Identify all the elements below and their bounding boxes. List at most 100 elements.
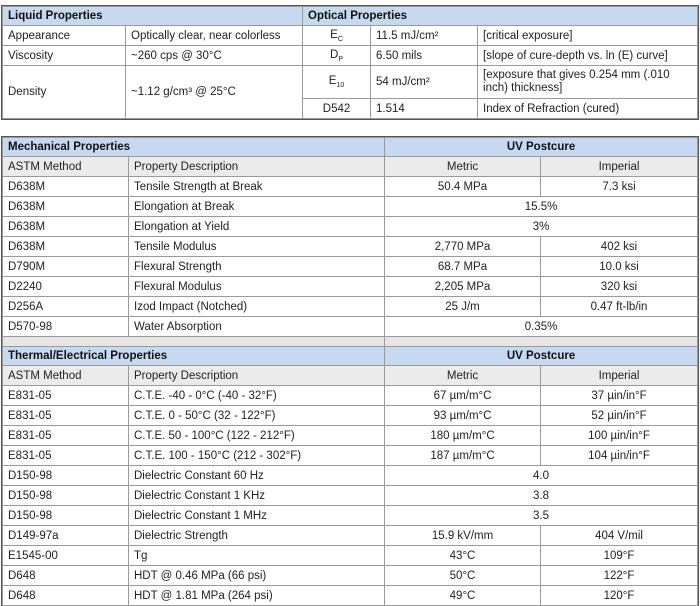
mechanical-postcure-header: UV Postcure [384,137,699,157]
metric-value: 67 µm/m°C [384,385,542,406]
metric-value: 15.9 kV/mm [384,525,542,546]
column-header: ASTM Method [2,365,129,386]
metric-value: 50.4 MPa [384,176,542,197]
table-row: Viscosity ~260 cps @ 30°C DP 6.50 mils [… [2,45,699,66]
astm-method: E831-05 [2,425,129,446]
table-row: D638M Elongation at Break 15.5% [2,196,699,217]
property-description: Dielectric Strength [127,525,386,546]
optical-value: 1.514 [370,98,479,119]
property-description: C.T.E. 50 - 100°C (122 - 212°F) [127,425,386,446]
liquid-value: ~260 cps @ 30°C [124,45,304,66]
astm-method: E1545-00 [2,545,129,566]
table-row: D638M Elongation at Yield 3% [2,216,699,237]
optical-value: 11.5 mJ/cm² [370,25,479,46]
property-description: Water Absorption [127,316,386,337]
property-description: C.T.E. -40 - 0°C (-40 - 32°F) [127,385,386,406]
table-row: D150-98 Dielectric Constant 60 Hz 4.0 [2,465,699,486]
liquid-label: Viscosity [2,45,126,66]
imperial-value: 100 µin/in°F [540,425,699,446]
optical-desc: [critical exposure] [477,25,699,46]
property-description: Tg [127,545,386,566]
astm-method: D2240 [2,276,129,297]
imperial-value: 120°F [540,585,699,606]
metric-value: 50°C [384,565,542,586]
astm-method: D150-98 [2,485,129,506]
combined-value: 4.0 [384,465,699,486]
table-row: D2240 Flexural Modulus 2,205 MPa 320 ksi [2,276,699,297]
mechanical-thermal-table: Mechanical Properties UV Postcure ASTM Met… [0,136,700,606]
property-description: Dielectric Constant 1 MHz [127,505,386,526]
metric-value: 2,770 MPa [384,236,542,257]
metric-value: 187 µm/m°C [384,445,542,466]
column-header: Property Description [127,365,386,386]
liquid-properties-title: Liquid Properties [1,6,304,26]
astm-method: D790M [2,256,129,277]
astm-method: E831-05 [2,385,129,406]
liquid-value: ~1.12 g/cm³ @ 25°C [124,65,304,119]
property-description: C.T.E. 0 - 50°C (32 - 122°F) [127,405,386,426]
imperial-value: 10.0 ksi [540,256,699,277]
optical-symbol: D542 [302,98,372,119]
optical-desc: [slope of cure-depth vs. ln (E) curve] [477,45,699,66]
astm-method: D150-98 [2,505,129,526]
thermal-postcure-header: UV Postcure [384,346,699,366]
property-description: HDT @ 0.46 MPa (66 psi) [127,565,386,586]
metric-value: 25 J/m [384,296,542,317]
mechanical-title: Mechanical Properties [1,137,386,157]
combined-value: 3.5 [384,505,699,526]
table-row: D256A Izod Impact (Notched) 25 J/m 0.47 ft-… [2,296,699,317]
optical-symbol: E10 [302,65,372,99]
table-row: E1545-00 Tg 43°C 109°F [2,545,699,566]
metric-value: 2,205 MPa [384,276,542,297]
table-row: D149-97a Dielectric Strength 15.9 kV/mm 404… [2,525,699,546]
combined-value: 15.5% [384,196,699,217]
column-header: Imperial [540,156,699,177]
combined-value: 0.35% [384,316,699,337]
table-row: E831-05 C.T.E. -40 - 0°C (-40 - 32°F) 67 µ… [2,385,699,406]
astm-method: D256A [2,296,129,317]
astm-method: D648 [2,565,129,586]
property-description: Flexural Strength [127,256,386,277]
table-row: D638M Tensile Modulus 2,770 MPa 402 ksi [2,236,699,257]
column-header-row: ASTM Method Property Description Metric Imp… [2,365,699,386]
optical-value: 54 mJ/cm² [370,65,479,99]
table-row: E831-05 C.T.E. 50 - 100°C (122 - 212°F) 18… [2,425,699,446]
column-header: Property Description [127,156,386,177]
table-row: D648 HDT @ 0.46 MPa (66 psi) 50°C 122°F [2,565,699,586]
property-description: Flexural Modulus [127,276,386,297]
liquid-value: Optically clear, near colorless [124,25,304,46]
imperial-value: 104 µin/in°F [540,445,699,466]
metric-value: 180 µm/m°C [384,425,542,446]
optical-value: 6.50 mils [370,45,479,66]
property-description: Tensile Modulus [127,236,386,257]
metric-value: 93 µm/m°C [384,405,542,426]
imperial-value: 404 V/mil [540,525,699,546]
combined-value: 3% [384,216,699,237]
astm-method: D638M [2,216,129,237]
property-description: C.T.E. 100 - 150°C (212 - 302°F) [127,445,386,466]
column-header: ASTM Method [2,156,129,177]
property-description: HDT @ 1.81 MPa (264 psi) [127,585,386,606]
astm-method: E831-05 [2,405,129,426]
table-row: D648 HDT @ 1.81 MPa (264 psi) 49°C 120°F [2,585,699,606]
imperial-value: 52 µin/in°F [540,405,699,426]
table-row: D542 1.514 Index of Refraction (cured) [3,98,699,119]
astm-method: D570-98 [2,316,129,337]
column-header-row: ASTM Method Property Description Metric Imp… [2,156,699,177]
optical-desc: Index of Refraction (cured) [477,98,699,119]
liquid-label: Density [2,65,126,119]
optical-desc: [exposure that gives 0.254 mm (.010 inch… [477,65,699,99]
liquid-label: Appearance [2,25,126,46]
thermal-title: Thermal/Electrical Properties [1,346,386,366]
table-row: D150-98 Dielectric Constant 1 MHz 3.5 [2,505,699,526]
astm-method: D638M [2,196,129,217]
spacer-row [1,336,699,347]
property-description: Tensile Strength at Break [127,176,386,197]
property-description: Izod Impact (Notched) [127,296,386,317]
imperial-value: 0.47 ft-lb/in [540,296,699,317]
table-row: D790M Flexural Strength 68.7 MPa 10.0 ksi [2,256,699,277]
optical-symbol: EC [302,25,372,46]
imperial-value: 122°F [540,565,699,586]
imperial-value: 320 ksi [540,276,699,297]
astm-method: D149-97a [2,525,129,546]
